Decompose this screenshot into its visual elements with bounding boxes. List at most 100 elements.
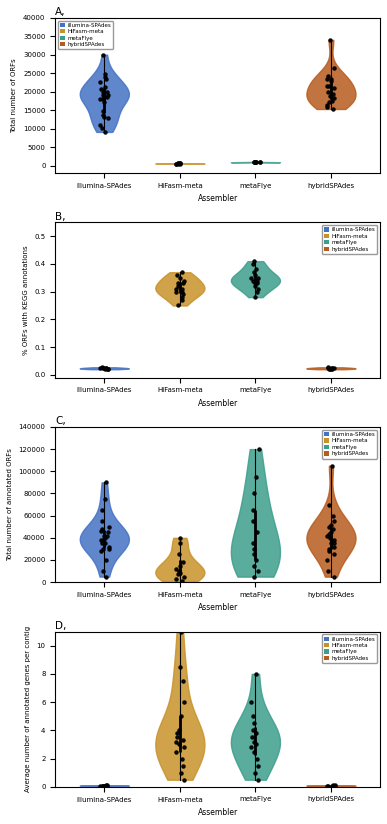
Point (105, 542, 111, 555)
Point (329, 362, 335, 375)
Point (104, 111, 111, 124)
Point (98, 533, 104, 546)
Point (178, 625, 184, 638)
Point (331, 533, 337, 546)
Point (255, 759, 261, 772)
Point (104, 91, 110, 104)
Point (106, 520, 112, 533)
Point (257, 156, 263, 169)
Point (332, 780, 338, 793)
Point (252, 277, 259, 290)
Point (331, 515, 337, 528)
Point (325, 69, 331, 82)
Point (181, 274, 187, 287)
Point (179, 752, 185, 765)
Point (104, 780, 110, 793)
Point (179, 293, 185, 307)
Point (98, 545, 104, 558)
Point (176, 564, 182, 578)
Point (105, 362, 111, 375)
Point (104, 529, 110, 542)
Point (324, 554, 330, 567)
Point (254, 277, 260, 290)
Point (325, 780, 331, 793)
Point (99, 121, 105, 134)
Point (100, 533, 106, 546)
Point (325, 362, 331, 375)
Point (331, 361, 337, 374)
Point (101, 529, 108, 542)
Point (329, 91, 335, 105)
Point (324, 779, 330, 792)
Point (324, 72, 330, 85)
Point (99, 779, 106, 792)
Point (101, 110, 108, 124)
Point (328, 75, 334, 88)
Text: A,: A, (55, 7, 66, 17)
Point (253, 156, 259, 169)
Point (248, 695, 254, 709)
Point (103, 362, 109, 375)
Point (103, 570, 109, 583)
Point (174, 269, 180, 282)
Point (101, 779, 107, 792)
Legend: illumina-SPAdes, HiFasm-meta, metaFlye, hybridSPAdes: illumina-SPAdes, HiFasm-meta, metaFlye, … (58, 21, 113, 49)
Point (329, 459, 335, 472)
Point (326, 95, 332, 108)
Point (252, 291, 259, 304)
Y-axis label: % ORFs with KEGG annotations: % ORFs with KEGG annotations (23, 245, 29, 355)
Point (99, 503, 105, 517)
Point (176, 157, 183, 170)
Point (180, 674, 186, 687)
Point (102, 125, 108, 138)
Point (324, 99, 330, 112)
Point (99, 536, 105, 550)
Point (251, 745, 257, 758)
Y-axis label: Average number of annotated genes per contig: Average number of annotated genes per co… (25, 626, 31, 792)
Point (174, 731, 180, 744)
Point (327, 33, 333, 46)
Point (178, 766, 184, 780)
Point (180, 733, 186, 747)
Point (100, 564, 106, 578)
Point (251, 735, 257, 748)
Point (251, 156, 257, 169)
Point (180, 288, 186, 301)
Point (330, 522, 336, 536)
Point (101, 96, 107, 109)
Point (173, 157, 179, 171)
Point (179, 291, 185, 304)
Point (180, 570, 187, 583)
Point (97, 75, 103, 88)
Point (97, 118, 103, 131)
Point (255, 283, 262, 296)
Point (254, 526, 260, 539)
Point (173, 735, 180, 748)
Point (103, 779, 109, 792)
Point (180, 555, 186, 569)
Point (100, 88, 106, 101)
Point (254, 274, 260, 287)
Point (253, 285, 260, 298)
Point (251, 559, 257, 572)
Point (104, 362, 110, 375)
Point (327, 362, 333, 375)
Point (251, 542, 257, 555)
Point (253, 752, 260, 765)
Point (330, 91, 337, 105)
Text: B,: B, (55, 212, 66, 222)
Point (97, 92, 103, 105)
Point (251, 487, 257, 500)
Point (102, 363, 108, 376)
Point (327, 89, 333, 102)
Point (324, 100, 330, 113)
Point (249, 731, 255, 744)
Point (329, 88, 336, 101)
Point (248, 741, 254, 754)
Point (325, 564, 331, 578)
Point (251, 548, 257, 561)
Point (253, 471, 259, 484)
Point (331, 82, 337, 95)
Point (104, 89, 111, 102)
Point (102, 531, 108, 545)
